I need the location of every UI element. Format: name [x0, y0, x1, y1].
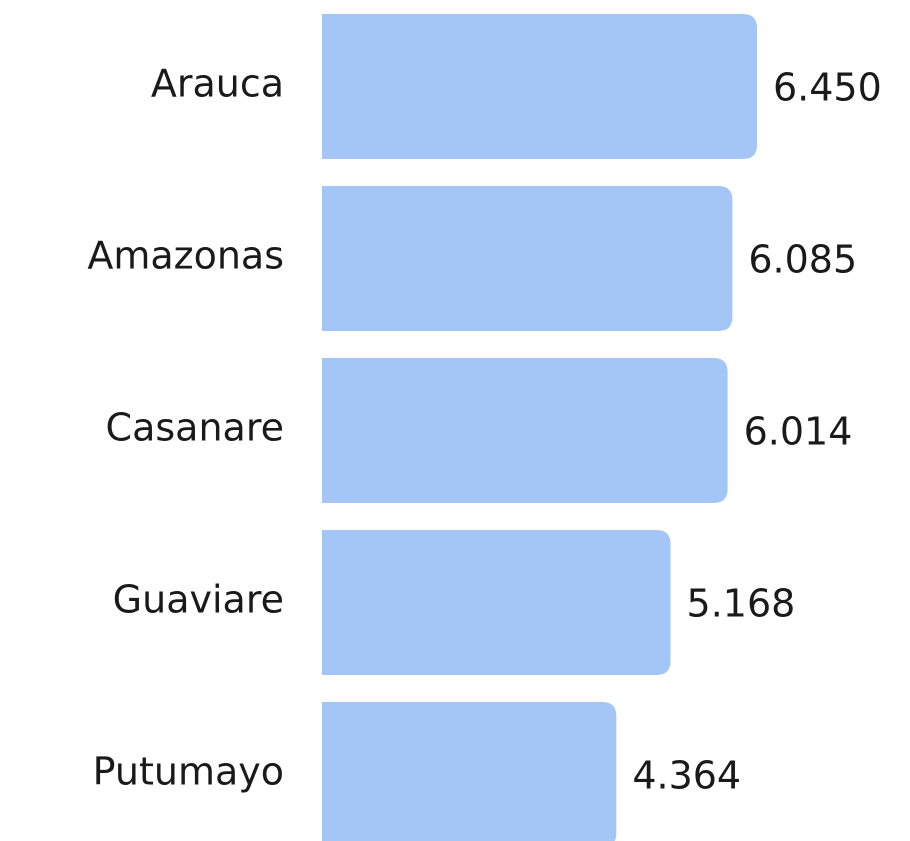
value-label: 5.168 — [687, 582, 796, 626]
bar — [322, 358, 728, 503]
category-label: Guaviare — [113, 578, 284, 622]
category-label: Putumayo — [93, 750, 284, 794]
value-label: 6.450 — [773, 66, 882, 110]
category-label: Amazonas — [87, 234, 284, 278]
value-label: 6.014 — [744, 410, 853, 454]
value-label: 6.085 — [748, 238, 857, 282]
value-label: 4.364 — [632, 754, 741, 798]
category-label: Arauca — [151, 62, 284, 106]
bar — [322, 186, 733, 331]
bar — [322, 702, 617, 841]
bar — [322, 14, 757, 159]
bar — [322, 530, 671, 675]
category-label: Casanare — [106, 406, 284, 450]
